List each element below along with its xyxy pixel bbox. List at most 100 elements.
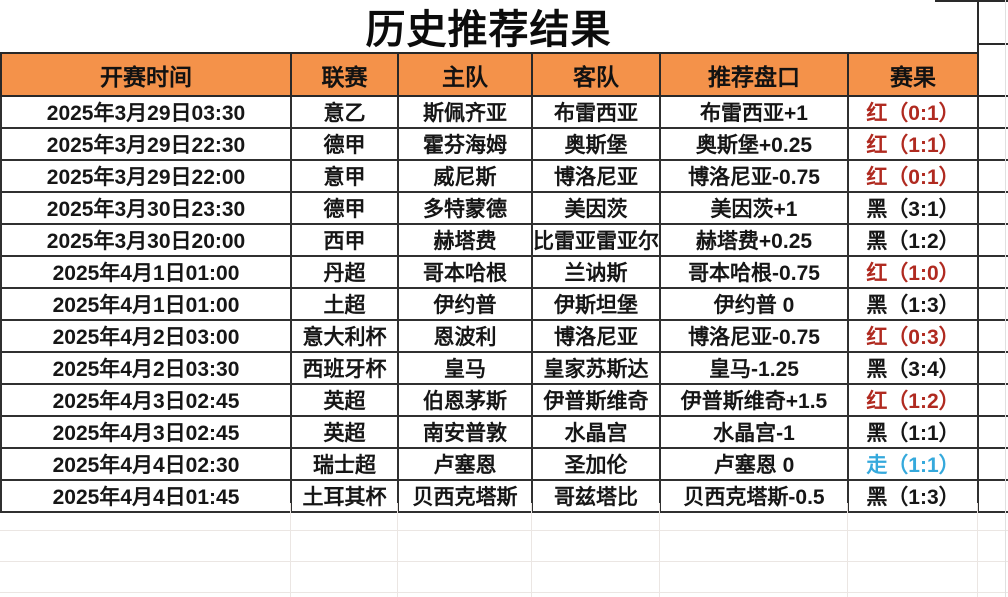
cell-result: 黑（1:3）: [847, 480, 978, 513]
column-header-3: 客队: [531, 52, 660, 97]
cell-league: 意乙: [290, 96, 398, 129]
cell-home: 南安普敦: [397, 416, 532, 449]
page-title: 历史推荐结果: [365, 8, 612, 52]
table-row: 2025年3月29日22:30 德甲 霍芬海姆 奥斯堡 奥斯堡+0.25 红（1:1）: [0, 128, 1008, 161]
cell-home: 霍芬海姆: [397, 128, 532, 161]
table-row: 2025年3月29日03:30 意乙 斯佩齐亚 布雷西亚 布雷西亚+1 红（0:1）: [0, 96, 1008, 129]
grid-line: [977, 43, 1008, 45]
cell-time: 2025年4月3日02:45: [0, 416, 291, 449]
empty-cell: [977, 224, 1008, 257]
cell-result: 红（0:1）: [847, 96, 978, 129]
cell-handicap: 赫塔费+0.25: [659, 224, 848, 257]
cell-handicap: 博洛尼亚-0.75: [659, 160, 848, 193]
cell-handicap: 水晶宫-1: [659, 416, 848, 449]
header-row: 开赛时间 联赛 主队 客队 推荐盘口 赛果: [0, 52, 1008, 97]
cell-result: 黑（3:1）: [847, 192, 978, 225]
cell-league: 英超: [290, 416, 398, 449]
cell-away: 伊斯坦堡: [531, 288, 660, 321]
cell-result: 红（0:3）: [847, 320, 978, 353]
cell-league: 土耳其杯: [290, 480, 398, 513]
grid-line: [659, 503, 660, 597]
table-row: 2025年4月2日03:00 意大利杯 恩波利 博洛尼亚 博洛尼亚-0.75 红（0:3）: [0, 320, 1008, 353]
table-row: 2025年3月30日23:30 德甲 多特蒙德 美因茨 美因茨+1 黑（3:1）: [0, 192, 1008, 225]
cell-away: 布雷西亚: [531, 96, 660, 129]
grid-line: [1005, 0, 1006, 597]
table-row: 2025年4月3日02:45 英超 伯恩茅斯 伊普斯维奇 伊普斯维奇+1.5 红（1:2）: [0, 384, 1008, 417]
cell-away: 比雷亚雷亚尔: [531, 224, 660, 257]
cell-time: 2025年3月29日03:30: [0, 96, 291, 129]
cell-home: 多特蒙德: [397, 192, 532, 225]
empty-cell: [977, 192, 1008, 225]
cell-handicap: 哥本哈根-0.75: [659, 256, 848, 289]
cell-time: 2025年3月29日22:30: [0, 128, 291, 161]
cell-result: 红（1:2）: [847, 384, 978, 417]
grid-line: [935, 0, 1008, 2]
cell-time: 2025年3月30日23:30: [0, 192, 291, 225]
cell-home: 皇马: [397, 352, 532, 385]
cell-home: 卢塞恩: [397, 448, 532, 481]
column-header-4: 推荐盘口: [659, 52, 848, 97]
grid-line: [0, 530, 1008, 531]
cell-home: 伊约普: [397, 288, 532, 321]
cell-time: 2025年4月1日01:00: [0, 256, 291, 289]
empty-cell: [977, 384, 1008, 417]
cell-time: 2025年4月4日02:30: [0, 448, 291, 481]
empty-header-cell: [977, 53, 1008, 97]
column-header-0: 开赛时间: [0, 52, 291, 97]
table-row: 2025年3月29日22:00 意甲 威尼斯 博洛尼亚 博洛尼亚-0.75 红（0:1）: [0, 160, 1008, 193]
cell-time: 2025年3月29日22:00: [0, 160, 291, 193]
cell-home: 恩波利: [397, 320, 532, 353]
cell-away: 奥斯堡: [531, 128, 660, 161]
empty-cell: [977, 256, 1008, 289]
table-row: 2025年4月1日01:00 丹超 哥本哈根 兰讷斯 哥本哈根-0.75 红（1:0）: [0, 256, 1008, 289]
empty-cell: [977, 448, 1008, 481]
empty-cell: [977, 416, 1008, 449]
cell-result: 黑（3:4）: [847, 352, 978, 385]
cell-home: 哥本哈根: [397, 256, 532, 289]
cell-home: 威尼斯: [397, 160, 532, 193]
cell-time: 2025年4月1日01:00: [0, 288, 291, 321]
table-row: 2025年4月4日01:45 土耳其杯 贝西克塔斯 哥兹塔比 贝西克塔斯-0.5 黑（1:…: [0, 480, 1008, 513]
table-row: 2025年4月3日02:45 英超 南安普敦 水晶宫 水晶宫-1 黑（1:1）: [0, 416, 1008, 449]
cell-handicap: 贝西克塔斯-0.5: [659, 480, 848, 513]
cell-away: 皇家苏斯达: [531, 352, 660, 385]
cell-home: 伯恩茅斯: [397, 384, 532, 417]
cell-result: 黑（1:2）: [847, 224, 978, 257]
cell-league: 德甲: [290, 128, 398, 161]
cell-home: 斯佩齐亚: [397, 96, 532, 129]
cell-home: 赫塔费: [397, 224, 532, 257]
cell-away: 伊普斯维奇: [531, 384, 660, 417]
empty-cell: [977, 160, 1008, 193]
cell-handicap: 伊普斯维奇+1.5: [659, 384, 848, 417]
cell-handicap: 博洛尼亚-0.75: [659, 320, 848, 353]
cell-result: 黑（1:1）: [847, 416, 978, 449]
cell-result: 黑（1:3）: [847, 288, 978, 321]
results-table: 开赛时间 联赛 主队 客队 推荐盘口 赛果 2025年3月29日03:30 意乙 斯佩齐亚 布雷…: [0, 52, 1008, 513]
cell-result: 红（1:1）: [847, 128, 978, 161]
cell-away: 哥兹塔比: [531, 480, 660, 513]
cell-league: 土超: [290, 288, 398, 321]
cell-league: 瑞士超: [290, 448, 398, 481]
cell-result: 红（1:0）: [847, 256, 978, 289]
table-row: 2025年3月30日20:00 西甲 赫塔费 比雷亚雷亚尔 赫塔费+0.25 黑（1:2）: [0, 224, 1008, 257]
cell-time: 2025年4月4日01:45: [0, 480, 291, 513]
cell-league: 西甲: [290, 224, 398, 257]
cell-handicap: 伊约普 0: [659, 288, 848, 321]
cell-away: 博洛尼亚: [531, 160, 660, 193]
cell-time: 2025年4月3日02:45: [0, 384, 291, 417]
grid-line: [0, 561, 1008, 562]
table-row: 2025年4月4日02:30 瑞士超 卢塞恩 圣加伦 卢塞恩 0 走（1:1）: [0, 448, 1008, 481]
cell-league: 丹超: [290, 256, 398, 289]
grid-line: [531, 503, 532, 597]
column-header-2: 主队: [397, 52, 532, 97]
cell-league: 西班牙杯: [290, 352, 398, 385]
grid-line: [847, 503, 848, 597]
cell-away: 美因茨: [531, 192, 660, 225]
cell-handicap: 皇马-1.25: [659, 352, 848, 385]
grid-line: [0, 592, 1008, 593]
cell-league: 意甲: [290, 160, 398, 193]
grid-line: [977, 0, 979, 52]
cell-away: 水晶宫: [531, 416, 660, 449]
cell-result: 红（0:1）: [847, 160, 978, 193]
